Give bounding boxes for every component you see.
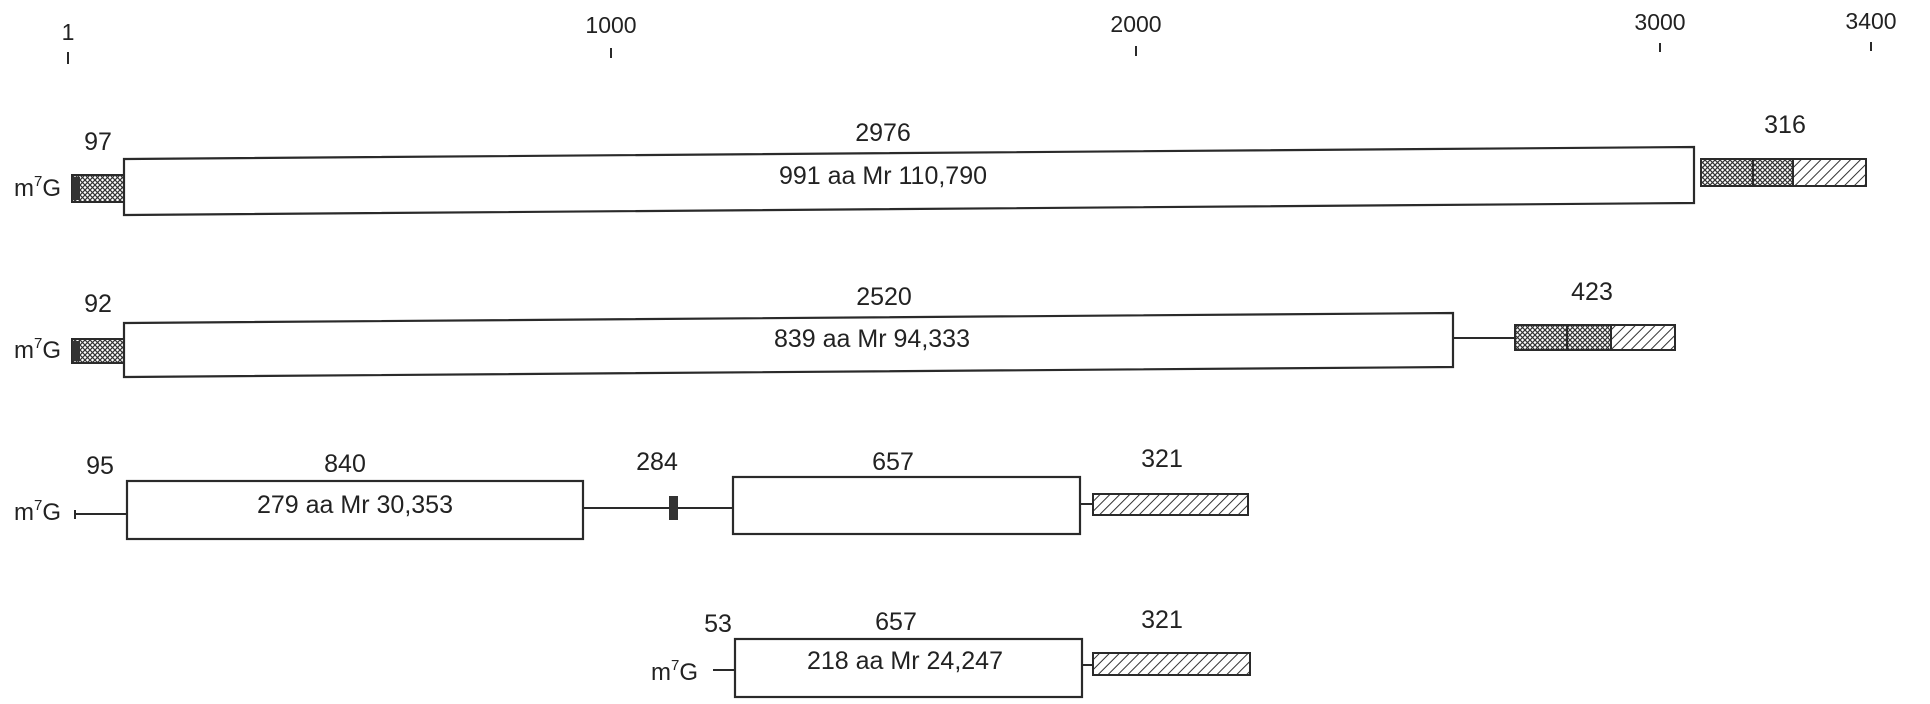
cap-label: m7G xyxy=(651,657,698,686)
utr3-block xyxy=(1092,652,1251,676)
cds-box xyxy=(122,311,1455,379)
cds-length: 840 xyxy=(324,450,366,478)
cds-box xyxy=(733,637,1084,699)
cap-label: m7G xyxy=(14,497,61,526)
cap-block xyxy=(72,177,80,200)
tick-label-1000: 1000 xyxy=(585,12,636,38)
protein-label: 279 aa Mr 30,353 xyxy=(257,491,453,519)
intron-marker xyxy=(669,496,678,520)
utr5-length: 92 xyxy=(84,290,112,318)
transcript-3: m7G 95 840 279 aa Mr 30,353 284 657 321 xyxy=(14,445,1249,541)
cds2-length: 657 xyxy=(872,448,914,476)
tick-label-2000: 2000 xyxy=(1110,11,1161,37)
cds-box xyxy=(125,479,585,541)
cds2-box xyxy=(731,475,1082,536)
utr5-length: 95 xyxy=(86,452,114,480)
tick-label-3400: 3400 xyxy=(1845,8,1896,34)
utr3-length: 321 xyxy=(1141,606,1183,634)
protein-label: 991 aa Mr 110,790 xyxy=(779,162,987,190)
cds-box xyxy=(122,145,1696,217)
cds-length: 2976 xyxy=(855,119,911,147)
tick-label-3000: 3000 xyxy=(1634,9,1685,35)
transcript-1: m7G 97 2976 991 aa Mr 110,790 316 xyxy=(14,111,1867,217)
cap-label: m7G xyxy=(14,173,61,202)
utr3-length: 423 xyxy=(1571,278,1613,306)
cds-length: 2520 xyxy=(856,283,912,311)
utr5-block xyxy=(71,338,125,364)
utr3-length: 321 xyxy=(1141,445,1183,473)
transcript-4: m7G 53 657 218 aa Mr 24,247 321 xyxy=(651,606,1251,699)
protein-label: 218 aa Mr 24,247 xyxy=(807,647,1003,675)
cap-block xyxy=(72,341,80,361)
protein-label: 839 aa Mr 94,333 xyxy=(774,325,970,353)
transcript-2: m7G 92 2520 839 aa Mr 94,333 423 xyxy=(14,278,1676,379)
tick-label-1: 1 xyxy=(62,19,75,45)
cds-length: 657 xyxy=(875,608,917,636)
utr3-length: 316 xyxy=(1764,111,1806,139)
utr3-block xyxy=(1092,493,1249,516)
scale-ruler: 1 1000 2000 3000 3400 xyxy=(62,8,1897,64)
utr5-length: 53 xyxy=(704,610,732,638)
utr3-crosshatch xyxy=(1700,158,1794,187)
utr5-length: 97 xyxy=(84,128,112,156)
utr3-crosshatch xyxy=(1514,324,1612,351)
cap-label: m7G xyxy=(14,335,61,364)
intron-length: 284 xyxy=(636,448,678,476)
